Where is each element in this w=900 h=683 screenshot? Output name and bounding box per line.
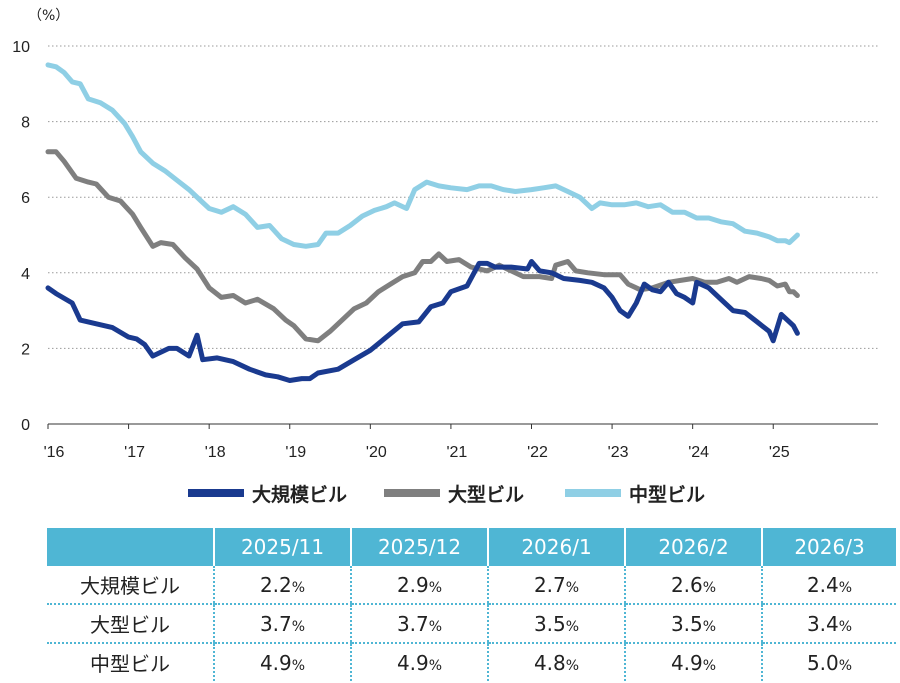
table-header-cell: 2026/1 — [487, 528, 625, 566]
cell-unit: % — [291, 579, 306, 596]
x-tick-label: '21 — [446, 444, 467, 461]
x-tick-label: '24 — [688, 444, 709, 461]
cell-unit: % — [428, 657, 443, 674]
table-row: 大規模ビル 2.2% 2.9% 2.7% 2.6% 2.4% — [47, 566, 896, 605]
table-cell: 3.5% — [624, 604, 762, 644]
x-tick-label: '20 — [366, 444, 387, 461]
cell-value: 4.9 — [396, 650, 429, 675]
cell-value: 2.6 — [670, 572, 703, 597]
y-tick-label: 10 — [12, 39, 30, 56]
cell-unit: % — [838, 618, 853, 635]
legend-swatch — [565, 489, 621, 497]
cell-value: 4.8 — [533, 650, 566, 675]
cell-value: 3.4 — [806, 611, 839, 636]
legend-label: 大型ビル — [448, 483, 525, 506]
cell-unit: % — [565, 618, 580, 635]
line-chart: 0 2 4 6 8 10 '16 '17 '18 '19 '20 '21 '22 '23 '24 '25 （%… — [12, 8, 878, 461]
legend-swatch — [384, 489, 440, 497]
row-label: 大型ビル — [47, 604, 214, 644]
table-header-cell: 2026/3 — [761, 528, 896, 566]
table-header-cell: 2025/11 — [213, 528, 351, 566]
cell-unit: % — [702, 618, 717, 635]
table-cell: 4.9% — [624, 643, 762, 681]
cell-unit: % — [565, 579, 580, 596]
cell-value: 3.5 — [533, 611, 566, 636]
cell-value: 3.5 — [670, 611, 703, 636]
cell-unit: % — [291, 618, 306, 635]
vacancy-table: 2025/11 2025/12 2026/1 2026/2 2026/3 大規模ビル 2.… — [47, 528, 896, 681]
table-cell: 4.9% — [213, 643, 351, 681]
cell-value: 2.4 — [806, 572, 839, 597]
x-tick-label: '22 — [527, 444, 548, 461]
table-cell: 2.6% — [624, 566, 762, 605]
table-cell: 2.2% — [213, 566, 351, 605]
table-cell: 3.7% — [213, 604, 351, 644]
cell-value: 4.9 — [259, 650, 292, 675]
cell-unit: % — [838, 657, 853, 674]
x-tick-label: '25 — [769, 444, 790, 461]
cell-value: 2.2 — [259, 572, 292, 597]
cell-value: 2.9 — [396, 572, 429, 597]
cell-unit: % — [291, 657, 306, 674]
x-tick-label: '18 — [205, 444, 226, 461]
y-tick-label: 2 — [21, 341, 30, 358]
table-cell: 2.9% — [350, 566, 488, 605]
table-cell: 4.8% — [487, 643, 625, 681]
table-cell: 4.9% — [350, 643, 488, 681]
cell-value: 3.7 — [259, 611, 292, 636]
table-cell: 3.7% — [350, 604, 488, 644]
y-tick-label: 0 — [21, 417, 30, 434]
gridlines — [48, 45, 878, 349]
cell-value: 5.0 — [806, 650, 839, 675]
table-row: 大型ビル 3.7% 3.7% 3.5% 3.5% 3.4% — [47, 604, 896, 644]
row-label: 大規模ビル — [47, 566, 214, 605]
cell-unit: % — [428, 618, 443, 635]
cell-unit: % — [702, 657, 717, 674]
table-header-blank — [47, 528, 214, 566]
table-header-cell: 2026/2 — [624, 528, 762, 566]
legend: 大規模ビル 大型ビル 中型ビル — [0, 478, 900, 508]
cell-unit: % — [838, 579, 853, 596]
table-cell: 2.4% — [761, 566, 896, 605]
table-cell: 5.0% — [761, 643, 896, 681]
x-tick-label: '16 — [44, 444, 65, 461]
legend-label: 中型ビル — [629, 483, 706, 506]
axes: 0 2 4 6 8 10 '16 '17 '18 '19 '20 '21 '22 '23 '24 '25 — [12, 39, 878, 461]
cell-value: 4.9 — [670, 650, 703, 675]
x-tick-label: '19 — [285, 444, 306, 461]
legend-item: 大規模ビル — [188, 478, 347, 508]
row-label: 中型ビル — [90, 652, 170, 676]
cell-unit: % — [565, 657, 580, 674]
table-header-row: 2025/11 2025/12 2026/1 2026/2 2026/3 — [47, 528, 896, 566]
series-line-2 — [45, 149, 800, 344]
table-header-cell: 2025/12 — [350, 528, 488, 566]
y-unit-label: （%） — [28, 8, 69, 24]
cell-unit: % — [702, 579, 717, 596]
table-cell: 3.4% — [761, 604, 896, 644]
x-tick-label: '17 — [124, 444, 145, 461]
legend-item: 大型ビル — [384, 478, 524, 508]
y-tick-label: 4 — [21, 266, 30, 283]
series-line-1 — [45, 259, 800, 383]
cell-value: 2.7 — [533, 572, 566, 597]
cell-value: 3.7 — [396, 611, 429, 636]
y-tick-label: 6 — [21, 190, 30, 207]
cell-unit: % — [428, 579, 443, 596]
legend-swatch — [188, 489, 244, 497]
table-cell: 2.7% — [487, 566, 625, 605]
legend-item: 中型ビル — [565, 478, 705, 508]
legend-label: 大規模ビル — [252, 483, 348, 506]
x-tick-label: '23 — [608, 444, 629, 461]
y-tick-label: 8 — [21, 115, 30, 132]
series-lines — [45, 62, 800, 383]
series-line-3 — [45, 62, 800, 249]
table-cell: 3.5% — [487, 604, 625, 644]
table-row: 中型ビル 4.9% 4.9% 4.8% 4.9% 5.0% — [47, 643, 896, 681]
